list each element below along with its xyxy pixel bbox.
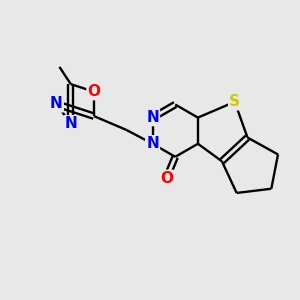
Text: N: N (146, 136, 159, 151)
Text: N: N (64, 116, 77, 131)
Text: O: O (88, 84, 100, 99)
Text: O: O (160, 171, 173, 186)
Text: N: N (146, 110, 159, 125)
Text: S: S (229, 94, 240, 110)
Text: N: N (50, 96, 63, 111)
